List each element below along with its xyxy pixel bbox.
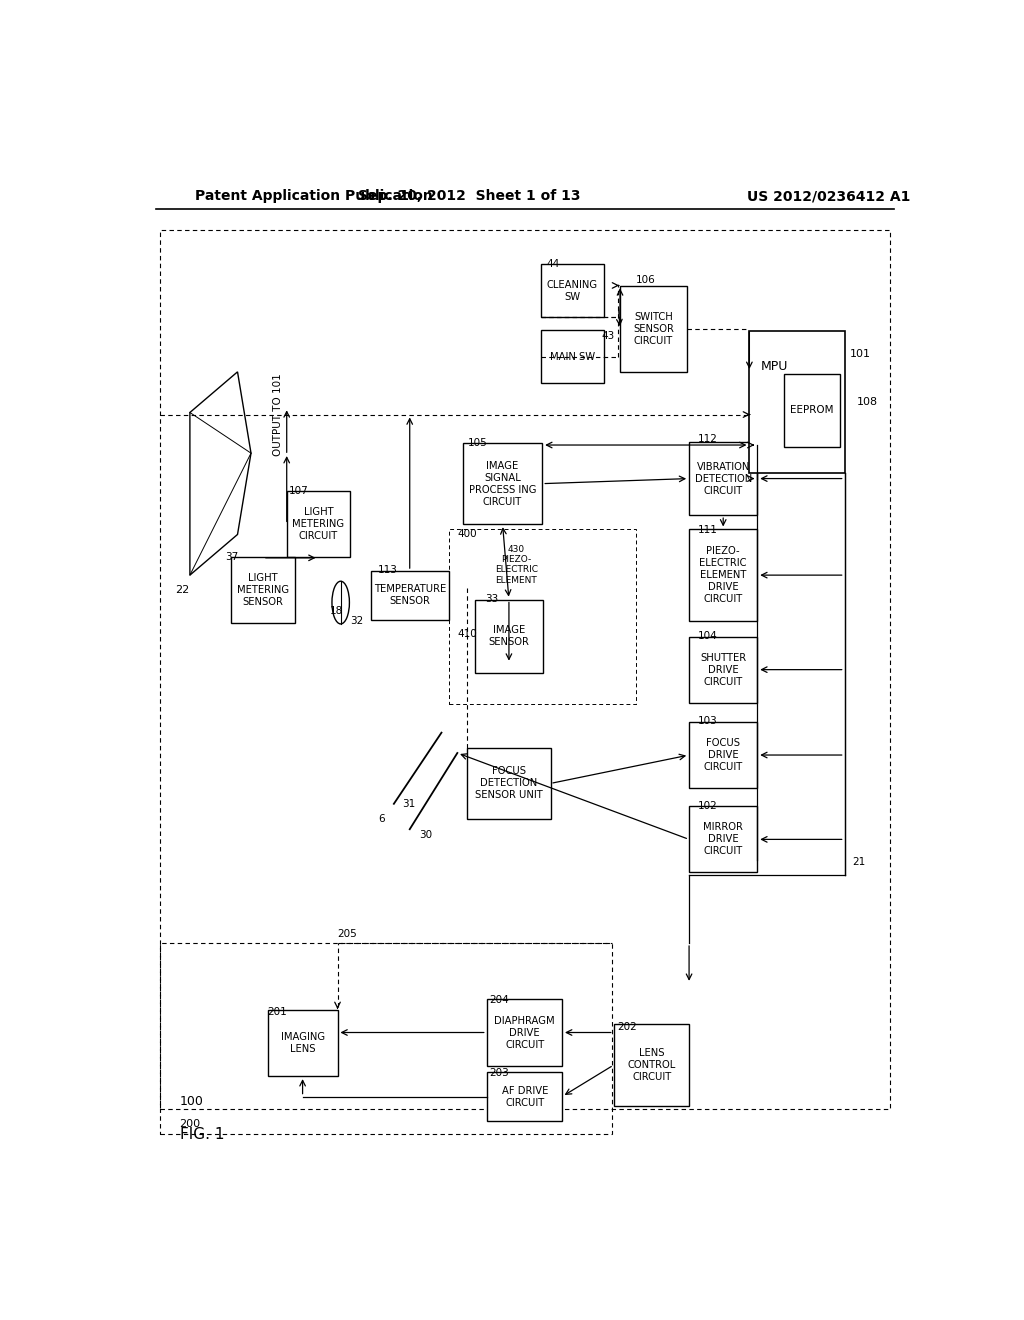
FancyBboxPatch shape [784,374,840,447]
FancyBboxPatch shape [231,557,295,623]
Text: VIBRATION
DETECTION
CIRCUIT: VIBRATION DETECTION CIRCUIT [694,462,752,495]
Text: 30: 30 [419,830,432,841]
Text: 430
PIEZO-
ELECTRIC
ELEMENT: 430 PIEZO- ELECTRIC ELEMENT [495,545,538,585]
Text: MAIN SW: MAIN SW [550,351,595,362]
Text: 201: 201 [267,1007,287,1018]
Text: SHUTTER
DRIVE
CIRCUIT: SHUTTER DRIVE CIRCUIT [700,652,746,686]
Text: MIRROR
DRIVE
CIRCUIT: MIRROR DRIVE CIRCUIT [703,822,743,857]
Text: 410: 410 [458,630,477,639]
Text: 104: 104 [697,631,718,642]
Text: IMAGE
SENSOR: IMAGE SENSOR [488,626,529,647]
FancyBboxPatch shape [487,999,562,1065]
Text: FIG. 1: FIG. 1 [179,1127,224,1142]
Text: LIGHT
METERING
CIRCUIT: LIGHT METERING CIRCUIT [293,507,344,541]
Text: 102: 102 [697,801,718,810]
Text: IMAGING
LENS: IMAGING LENS [281,1032,325,1053]
Text: 103: 103 [697,717,718,726]
Text: 33: 33 [485,594,499,603]
FancyBboxPatch shape [689,442,757,515]
Text: 108: 108 [856,397,878,408]
Text: EEPROM: EEPROM [791,405,834,416]
Text: 112: 112 [697,434,718,444]
FancyBboxPatch shape [689,529,757,620]
Text: 204: 204 [489,995,509,1005]
Text: 37: 37 [225,552,238,562]
Text: 22: 22 [176,585,189,595]
FancyBboxPatch shape [467,748,551,818]
Text: 31: 31 [401,799,415,809]
Text: Sep. 20, 2012  Sheet 1 of 13: Sep. 20, 2012 Sheet 1 of 13 [358,189,581,203]
Text: Patent Application Publication: Patent Application Publication [196,189,433,203]
FancyBboxPatch shape [487,1072,562,1121]
Text: FOCUS
DRIVE
CIRCUIT: FOCUS DRIVE CIRCUIT [703,738,742,772]
Text: 105: 105 [468,438,487,447]
Text: 205: 205 [338,929,357,939]
FancyBboxPatch shape [541,264,604,317]
Text: 6: 6 [378,814,385,824]
Text: 400: 400 [458,529,477,540]
FancyBboxPatch shape [689,722,757,788]
Text: PIEZO-
ELECTRIC
ELEMENT
DRIVE
CIRCUIT: PIEZO- ELECTRIC ELEMENT DRIVE CIRCUIT [699,546,746,605]
Text: 203: 203 [489,1068,509,1078]
FancyBboxPatch shape [287,491,350,557]
Text: 32: 32 [350,616,364,626]
Text: 200: 200 [179,1119,201,1129]
Text: IMAGE
SIGNAL
PROCESS ING
CIRCUIT: IMAGE SIGNAL PROCESS ING CIRCUIT [469,461,537,507]
Text: 111: 111 [697,525,718,536]
Text: 202: 202 [617,1023,637,1032]
Text: 21: 21 [852,857,865,867]
Text: SWITCH
SENSOR
CIRCUIT: SWITCH SENSOR CIRCUIT [633,312,674,346]
FancyBboxPatch shape [614,1024,689,1106]
Text: US 2012/0236412 A1: US 2012/0236412 A1 [748,189,910,203]
Text: MPU: MPU [761,360,788,374]
Text: FOCUS
DETECTION
SENSOR UNIT: FOCUS DETECTION SENSOR UNIT [475,767,543,800]
FancyBboxPatch shape [750,331,845,474]
Text: 18: 18 [330,606,343,615]
Text: 44: 44 [546,259,559,269]
Text: 43: 43 [602,331,615,342]
Text: 100: 100 [179,1096,204,1107]
FancyBboxPatch shape [475,599,543,673]
Text: LIGHT
METERING
SENSOR: LIGHT METERING SENSOR [237,573,289,607]
FancyBboxPatch shape [689,807,757,873]
Text: 107: 107 [289,486,309,496]
Text: 106: 106 [636,276,655,285]
Text: 101: 101 [850,348,871,359]
FancyBboxPatch shape [541,330,604,383]
FancyBboxPatch shape [620,286,687,372]
Text: DIAPHRAGM
DRIVE
CIRCUIT: DIAPHRAGM DRIVE CIRCUIT [495,1015,555,1049]
Text: OUTPUT TO 101: OUTPUT TO 101 [273,374,283,455]
FancyBboxPatch shape [463,444,543,524]
FancyBboxPatch shape [267,1010,338,1076]
Text: CLEANING
SW: CLEANING SW [547,280,598,301]
FancyBboxPatch shape [689,636,757,702]
Text: AF DRIVE
CIRCUIT: AF DRIVE CIRCUIT [502,1085,548,1107]
Text: LENS
CONTROL
CIRCUIT: LENS CONTROL CIRCUIT [628,1048,676,1082]
Text: TEMPERATURE
SENSOR: TEMPERATURE SENSOR [374,585,445,606]
Text: 113: 113 [378,565,398,576]
FancyBboxPatch shape [371,572,449,620]
